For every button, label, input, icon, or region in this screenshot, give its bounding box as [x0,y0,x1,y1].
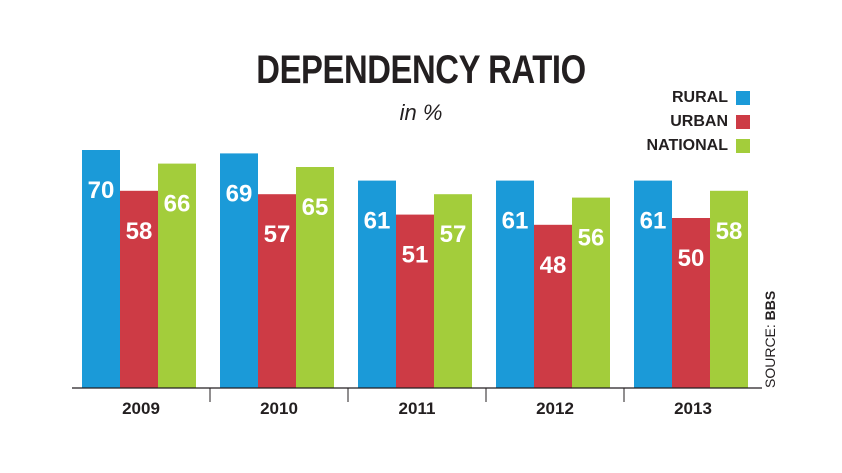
bar-label-national-2013: 58 [716,218,743,245]
legend-label-rural: RURAL [672,89,728,106]
bar-label-rural-2011: 61 [364,208,391,235]
bar-national-2012 [572,197,610,388]
chart-subtitle: in % [399,100,443,125]
bar-label-urban-2010: 57 [264,221,291,248]
legend-label-urban: URBAN [670,113,728,130]
bar-label-national-2012: 56 [578,225,605,252]
bar-urban-2011 [396,214,434,388]
bar-national-2013 [710,190,748,388]
bar-rural-2013 [634,180,672,388]
bar-national-2011 [434,194,472,388]
bar-rural-2010 [220,153,258,388]
x-tick-label-2009: 2009 [122,399,160,418]
legend-swatch-rural [736,91,750,105]
x-tick-label-2012: 2012 [536,399,574,418]
bar-label-urban-2012: 48 [540,252,567,279]
bar-label-national-2010: 65 [302,194,329,221]
bar-label-urban-2009: 58 [126,218,153,245]
legend-item-national: NATIONAL [647,134,750,158]
legend-label-national: NATIONAL [646,137,728,154]
bar-national-2009 [158,163,196,388]
bar-label-rural-2010: 69 [226,180,253,207]
legend-item-urban: URBAN [647,110,750,134]
bar-label-national-2011: 57 [440,221,467,248]
bar-label-urban-2011: 51 [402,242,429,269]
x-tick-label-2010: 2010 [260,399,298,418]
bar-label-rural-2013: 61 [640,208,667,235]
bar-national-2010 [296,167,334,388]
bar-rural-2012 [496,180,534,388]
bar-rural-2011 [358,180,396,388]
x-tick-label-2011: 2011 [399,399,436,418]
bar-urban-2012 [534,224,572,388]
bar-urban-2013 [672,218,710,388]
bar-rural-2009 [82,150,120,388]
bar-label-rural-2012: 61 [502,208,529,235]
legend: RURAL URBAN NATIONAL [647,86,750,158]
legend-swatch-urban [736,115,750,129]
bar-label-national-2009: 66 [164,191,191,218]
bar-urban-2010 [258,194,296,388]
legend-item-rural: RURAL [647,86,750,110]
chart-title: DEPENDENCY RATIO [256,48,586,92]
bar-label-rural-2009: 70 [88,177,115,204]
bar-urban-2009 [120,190,158,388]
bar-label-urban-2013: 50 [678,245,705,272]
legend-swatch-national [736,139,750,153]
x-tick-label-2013: 2013 [674,399,712,418]
